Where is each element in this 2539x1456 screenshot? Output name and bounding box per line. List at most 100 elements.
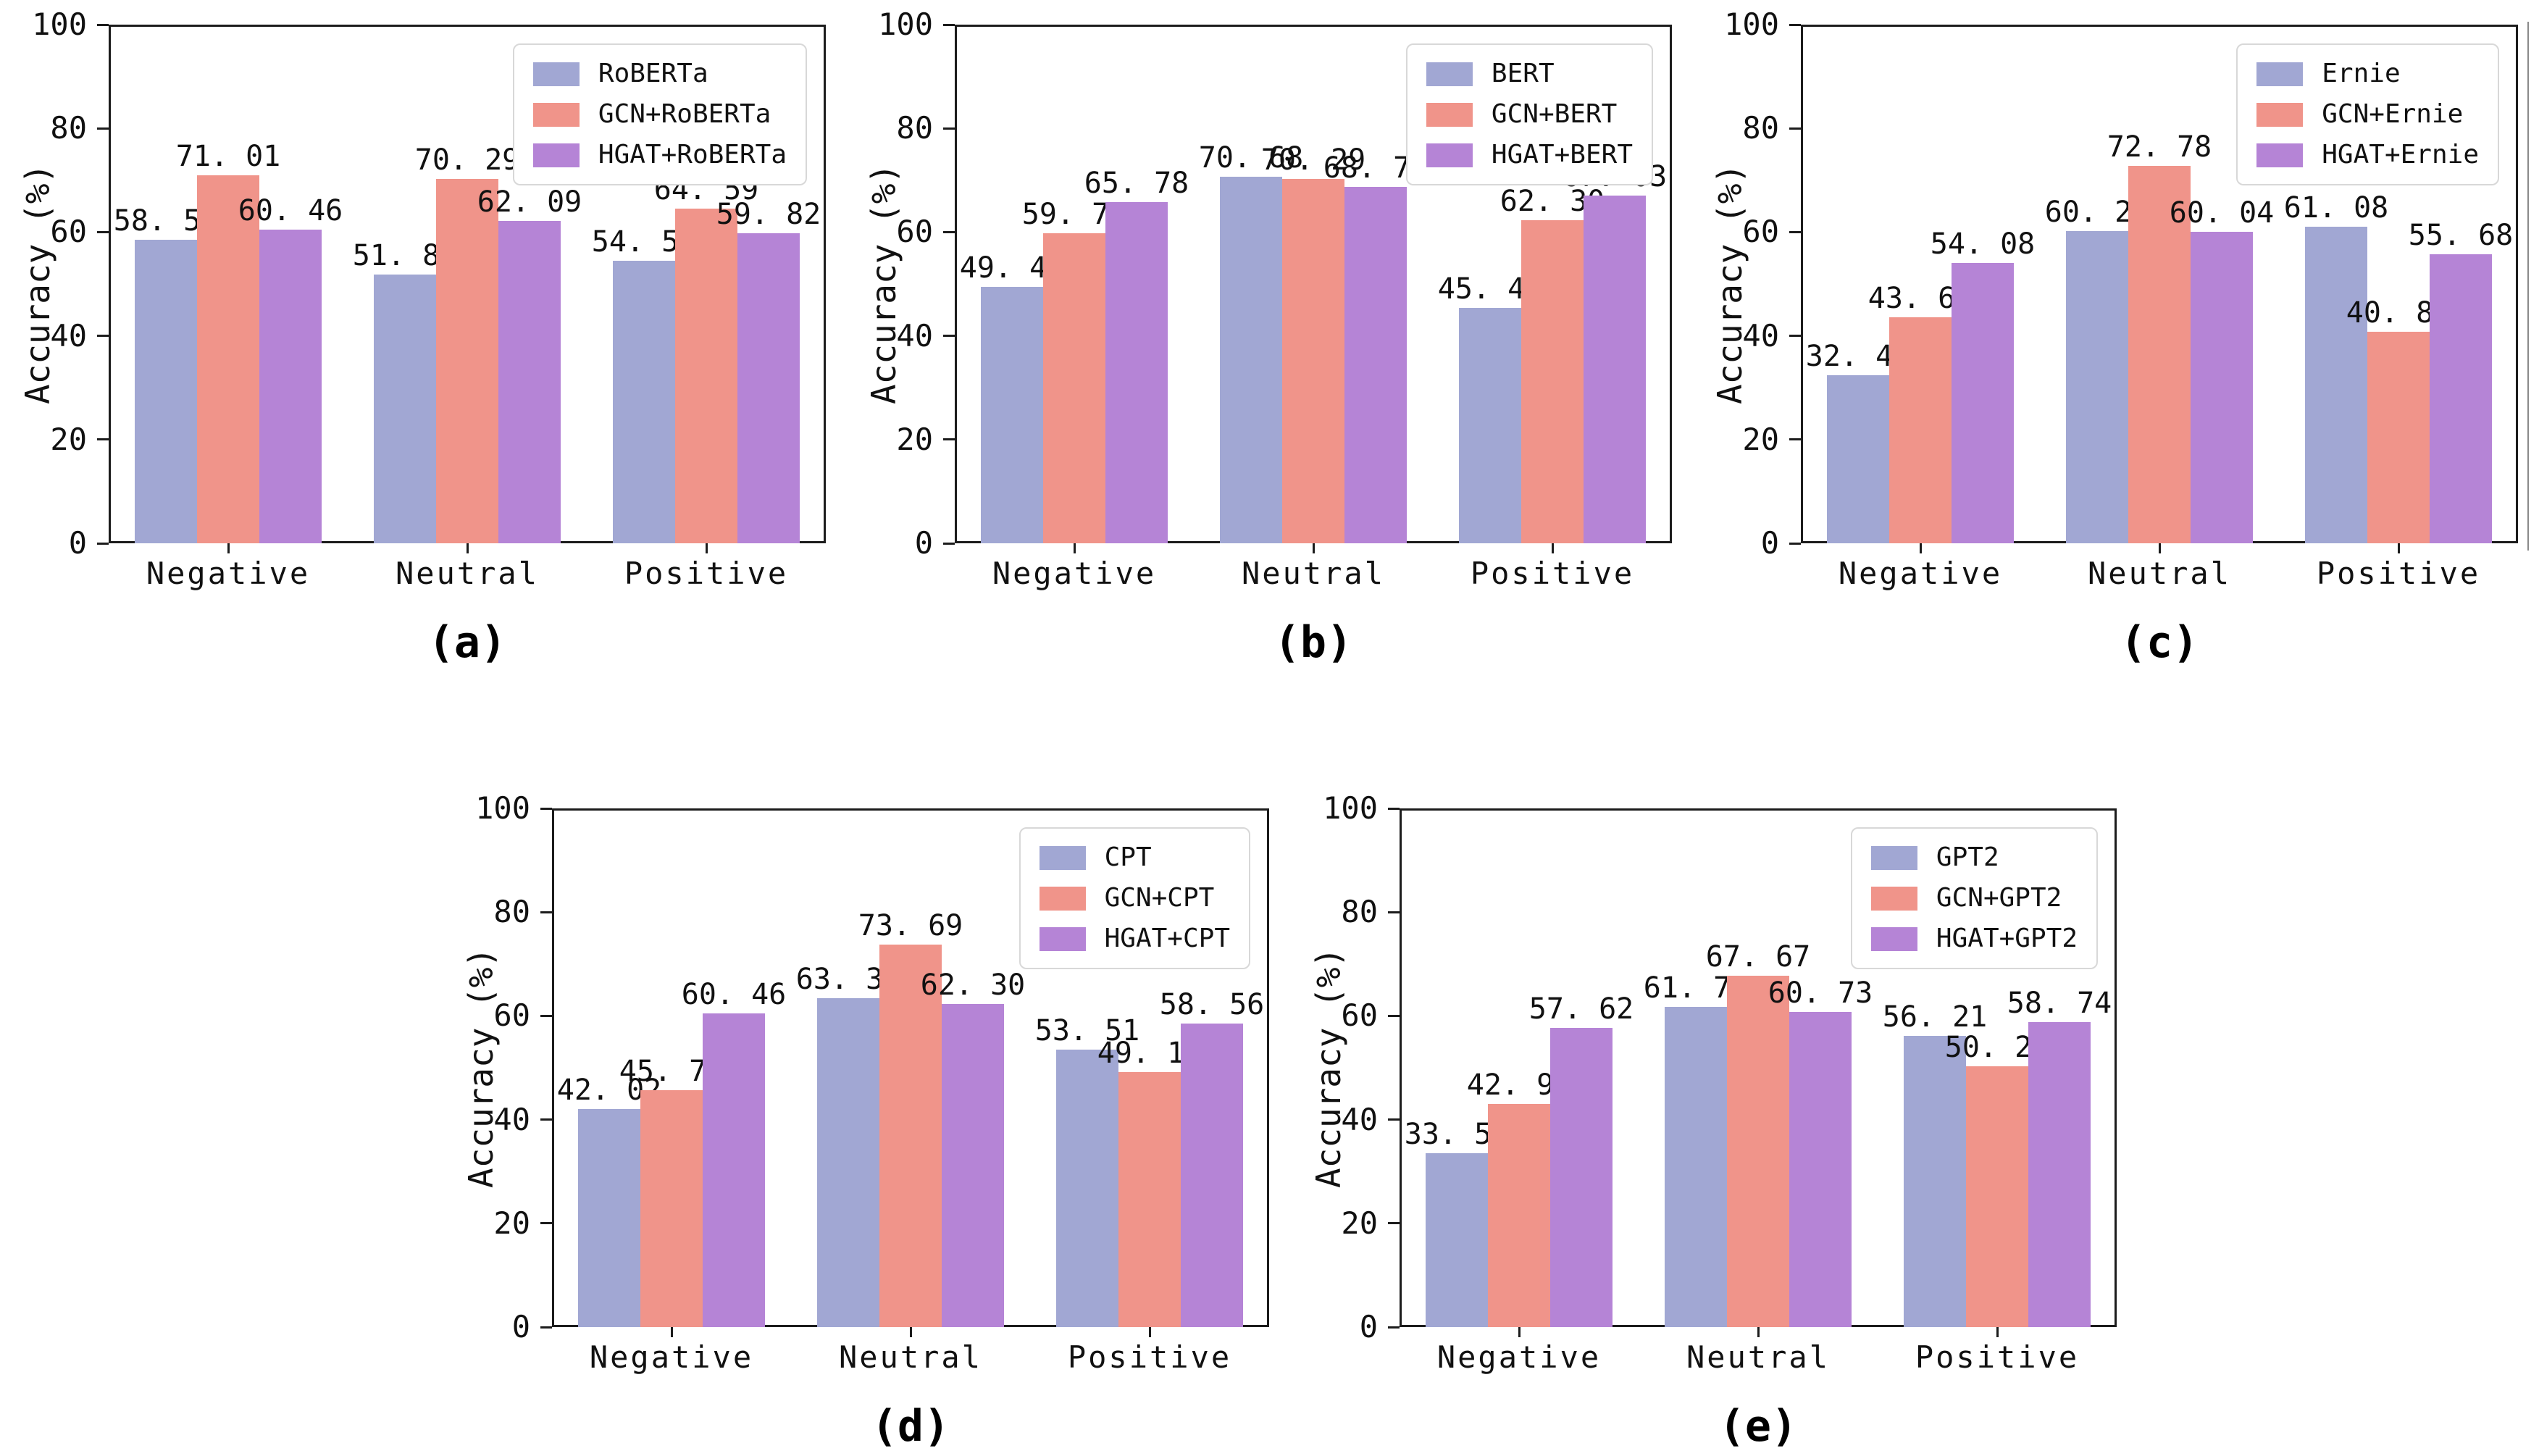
x-tick-mark	[227, 543, 230, 553]
x-tick-mark	[705, 543, 708, 553]
y-tick-mark	[540, 1118, 552, 1121]
chart-panel-a: Accuracy (%) 0 20 40 60 80 100 Negative 58. 51 71…	[0, 0, 848, 724]
legend-label: RoBERTa	[598, 59, 708, 88]
bar	[259, 230, 322, 543]
x-tick-label: Neutral	[1241, 556, 1386, 591]
y-tick-label: 20	[50, 421, 87, 457]
y-tick-mark	[540, 911, 552, 913]
bar	[1889, 317, 1952, 543]
legend-item: GCN+BERT	[1426, 100, 1633, 129]
x-tick-mark	[670, 1327, 673, 1337]
y-tick-label: 60	[1341, 997, 1378, 1034]
bar	[1521, 219, 1584, 543]
figure-crop-artifact-line	[2527, 22, 2529, 551]
bar	[1488, 1104, 1550, 1327]
legend-label: HGAT+Ernie	[2322, 140, 2479, 170]
legend-label: GCN+Ernie	[2322, 99, 2464, 129]
bar	[2367, 331, 2430, 543]
y-tick-label: 20	[493, 1205, 530, 1241]
x-tick-label: Negative	[1838, 556, 2003, 591]
x-tick-mark	[1757, 1327, 1760, 1337]
legend-label: HGAT+GPT2	[1936, 924, 2078, 953]
bar-value-label: 56. 21	[1882, 1000, 1988, 1034]
bar-value-label: 54. 08	[1930, 227, 2036, 261]
bar-value-label: 60. 46	[681, 978, 787, 1012]
x-tick-label: Positive	[1915, 1339, 2080, 1375]
bar	[817, 998, 879, 1327]
x-tick-label: Positive	[1470, 556, 1635, 591]
legend-swatch	[1039, 926, 1086, 951]
legend-item: GCN+Ernie	[2256, 100, 2479, 129]
legend-label: GCN+RoBERTa	[598, 99, 771, 129]
panel-caption: (c)	[2120, 617, 2199, 668]
y-tick-label: 60	[1742, 214, 1779, 250]
legend: RoBERTa GCN+RoBERTa HGAT+RoBERTa	[512, 43, 807, 185]
y-tick-label: 80	[50, 110, 87, 146]
bar-value-label: 70. 29	[1260, 143, 1366, 177]
legend-label: BERT	[1491, 59, 1555, 88]
bar	[1043, 233, 1105, 543]
legend-swatch	[2256, 143, 2304, 167]
x-tick-mark	[1073, 543, 1076, 553]
bar-value-label: 58. 74	[2007, 987, 2112, 1021]
chart-panel-c: Accuracy (%) 0 20 40 60 80 100 Negative 32. 45 43…	[1692, 0, 2539, 724]
y-tick-label: 80	[493, 894, 530, 930]
y-tick-mark	[1388, 1118, 1400, 1121]
y-tick-mark	[97, 127, 109, 130]
bar	[1966, 1066, 2028, 1327]
y-tick-mark	[1789, 542, 1801, 545]
bar	[2191, 232, 2253, 543]
bar	[2430, 254, 2492, 543]
bar	[135, 240, 197, 543]
legend-label: CPT	[1104, 842, 1152, 872]
y-tick-label: 60	[896, 214, 933, 250]
legend-swatch	[532, 62, 580, 86]
y-tick-label: 0	[1359, 1309, 1378, 1344]
bar-value-label: 71. 01	[175, 139, 281, 173]
y-axis-label: Accuracy (%)	[1309, 947, 1348, 1189]
x-tick-mark	[1518, 1327, 1521, 1337]
y-tick-mark	[97, 230, 109, 233]
bar	[703, 1013, 765, 1327]
y-tick-label: 80	[896, 110, 933, 146]
y-tick-mark	[943, 23, 955, 26]
legend-label: HGAT+RoBERTa	[598, 140, 787, 170]
x-tick-mark	[909, 1327, 912, 1337]
legend-item: HGAT+Ernie	[2256, 141, 2479, 170]
bar	[1550, 1028, 1613, 1327]
x-tick-label: Positive	[624, 556, 789, 591]
y-axis-label: Accuracy (%)	[461, 947, 501, 1189]
bar-value-label: 72. 78	[2107, 130, 2212, 164]
legend-label: HGAT+BERT	[1491, 140, 1633, 170]
bar-value-label: 70. 29	[414, 143, 520, 177]
legend: BERT GCN+BERT HGAT+BERT	[1405, 43, 1653, 185]
bar	[498, 221, 561, 543]
legend-item: RoBERTa	[532, 59, 787, 88]
bar-value-label: 60. 04	[2169, 196, 2275, 230]
x-tick-label: Positive	[2316, 556, 2481, 591]
legend-item: GCN+GPT2	[1870, 884, 2078, 913]
bar-value-label: 59. 82	[716, 197, 821, 231]
x-tick-label: Positive	[1067, 1339, 1232, 1375]
bar	[2305, 226, 2367, 543]
panel-caption: (d)	[871, 1401, 950, 1452]
y-tick-mark	[1789, 335, 1801, 338]
y-tick-label: 40	[50, 317, 87, 353]
bar	[1952, 262, 2014, 543]
x-tick-mark	[2158, 543, 2161, 553]
y-tick-label: 20	[1742, 421, 1779, 457]
x-tick-label: Negative	[1436, 1339, 1602, 1375]
bar-value-label: 58. 56	[1159, 987, 1265, 1021]
legend-label: GCN+CPT	[1104, 883, 1215, 913]
bar	[640, 1089, 703, 1327]
bar	[197, 175, 259, 543]
bar	[1118, 1071, 1181, 1327]
y-tick-mark	[1789, 127, 1801, 130]
panel-caption: (e)	[1718, 1401, 1798, 1452]
y-tick-label: 40	[493, 1101, 530, 1137]
legend: CPT GCN+CPT HGAT+CPT	[1018, 827, 1250, 969]
bar-value-label: 65. 78	[1084, 167, 1189, 200]
bar-value-label: 61. 08	[2283, 191, 2389, 225]
legend-item: HGAT+GPT2	[1870, 924, 2078, 953]
